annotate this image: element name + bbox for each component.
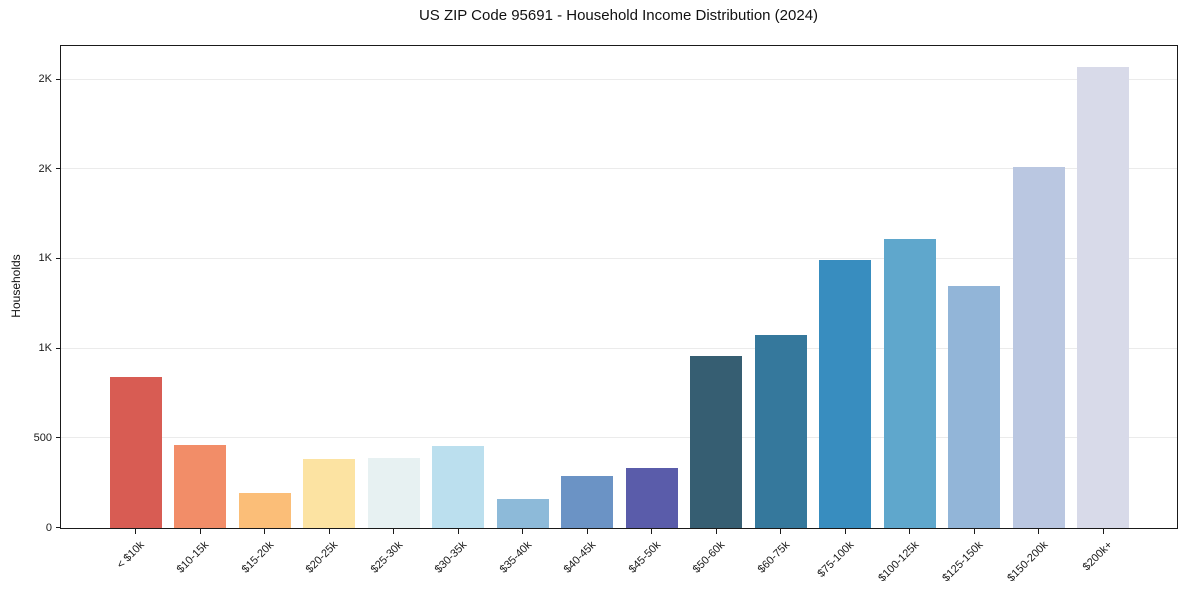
x-tick-label: $125-150k <box>940 538 986 584</box>
x-tick-mark <box>264 528 265 534</box>
y-tick-mark <box>55 527 60 528</box>
x-tick-label: $15-20k <box>239 538 276 576</box>
x-tick-label: < $10k <box>114 538 147 571</box>
x-tick-mark <box>586 528 588 534</box>
bar-15-20k <box>238 492 291 528</box>
x-tick-mark <box>457 528 459 534</box>
y-tick-mark <box>55 168 60 170</box>
x-tick-mark <box>973 528 975 534</box>
bar-150-200k <box>1012 166 1065 528</box>
x-tick-mark <box>651 528 652 534</box>
x-tick-label: $35-40k <box>497 538 534 576</box>
y-tick-mark <box>55 437 60 439</box>
x-tick-label: $30-35k <box>432 538 470 576</box>
y-tick-mark <box>55 78 60 80</box>
gridline <box>60 347 1178 349</box>
gridline <box>60 257 1178 259</box>
y-tick-label: 0 <box>45 521 52 534</box>
x-tick-label: $40-45k <box>561 538 599 576</box>
x-tick-mark <box>844 528 846 534</box>
y-tick-label: 1K <box>38 342 52 355</box>
bar-45-50k <box>625 468 678 528</box>
bar-25-30k <box>367 458 420 528</box>
x-tick-label: $10-15k <box>174 538 212 576</box>
x-tick-mark <box>909 528 910 534</box>
bar-60-75k <box>754 334 807 528</box>
bar-35-40k <box>496 498 549 528</box>
x-tick-mark <box>135 528 136 534</box>
x-tick-label: $45-50k <box>626 538 663 576</box>
x-tick-label: $20-25k <box>303 538 341 576</box>
bar-50-60k <box>690 356 742 528</box>
x-tick-label: $100-125k <box>875 538 921 584</box>
x-tick-mark <box>393 528 394 534</box>
x-tick-label: $25-30k <box>368 538 405 576</box>
gridline <box>60 437 1178 439</box>
x-tick-mark <box>780 528 781 534</box>
bar-20-25k <box>303 459 355 528</box>
chart-title: US ZIP Code 95691 - Household Income Dis… <box>418 7 819 24</box>
bar-10-15k <box>174 444 226 528</box>
bar-30-35k <box>432 445 484 528</box>
x-tick-mark <box>1038 528 1039 534</box>
x-tick-label: $150-200k <box>1004 538 1050 584</box>
bar-200k <box>1077 66 1129 528</box>
y-tick-label: 2K <box>38 73 52 86</box>
y-tick-label: 1K <box>38 252 52 265</box>
y-tick-mark <box>55 257 60 259</box>
x-tick-mark <box>328 528 330 534</box>
y-tick-label: 2K <box>38 162 52 175</box>
y-tick-label: 500 <box>33 431 52 444</box>
x-tick-label: $75-100k <box>815 538 857 580</box>
gridline <box>60 78 1178 80</box>
bar-125-150k <box>948 286 1000 528</box>
y-tick-mark <box>55 347 60 349</box>
x-tick-label: $200k+ <box>1080 538 1115 573</box>
plot-border <box>60 45 1178 529</box>
x-tick-label: $60-75k <box>755 538 792 576</box>
x-tick-label: $50-60k <box>690 538 728 576</box>
bar-40-45k <box>561 476 613 528</box>
bar-75-100k <box>819 260 871 528</box>
x-tick-mark <box>1102 528 1104 534</box>
x-tick-mark <box>522 528 523 534</box>
bar-10k <box>109 376 162 528</box>
x-tick-mark <box>715 528 717 534</box>
bar-100-125k <box>883 238 936 528</box>
gridline <box>60 168 1178 170</box>
x-tick-mark <box>199 528 201 534</box>
